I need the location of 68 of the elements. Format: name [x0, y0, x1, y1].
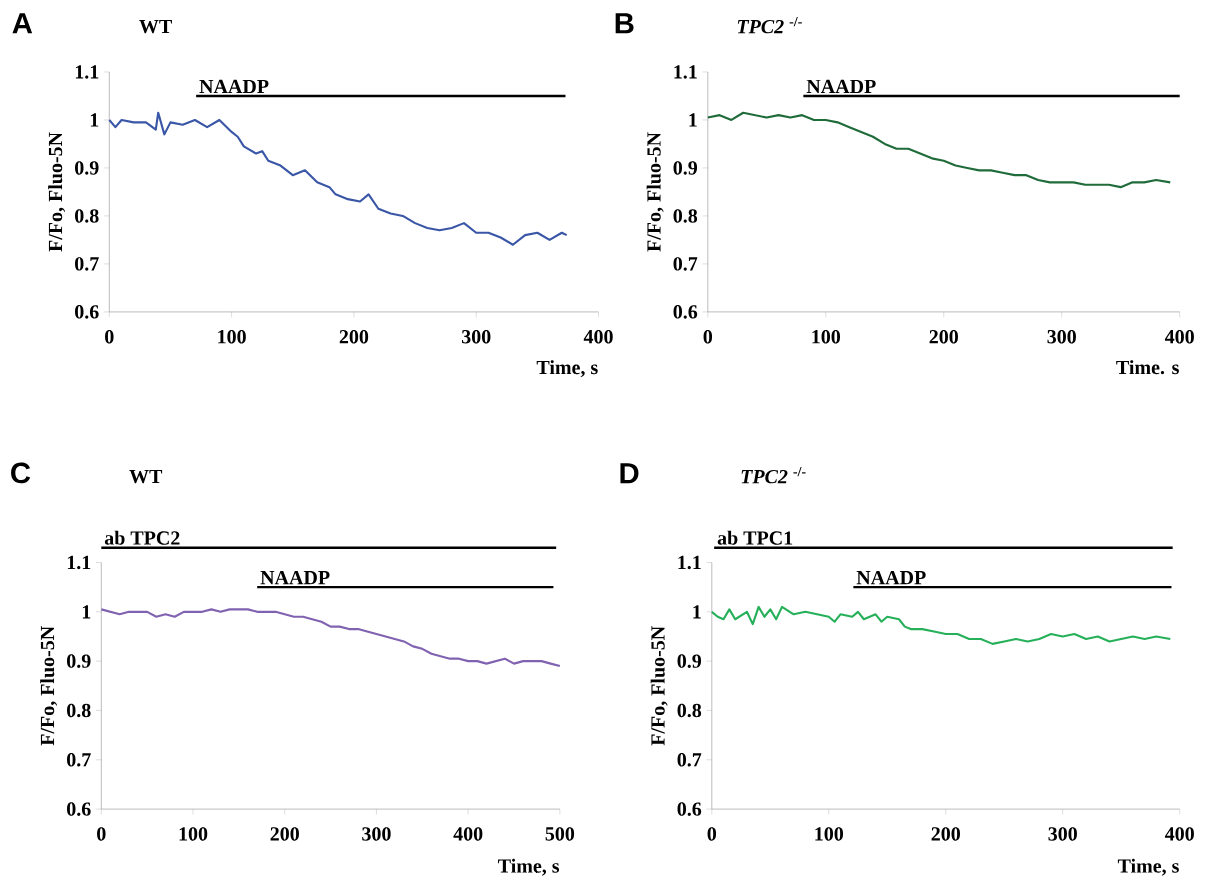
x-tick-label: 0 [105, 330, 114, 344]
y-tick-label: 0.9 [673, 161, 698, 175]
text: C [11, 462, 31, 484]
y-tick-label: 1 [90, 113, 99, 127]
y-axis-title: F/Fo, Fluo-5N [40, 626, 58, 746]
x-tick-label: 300 [1048, 827, 1077, 841]
x-axis-title: Time, s [498, 858, 560, 876]
x-tick-label: 400 [1164, 827, 1194, 841]
x-tick-label: 0 [707, 827, 717, 841]
x-tick-label: 100 [815, 827, 844, 841]
y-tick-label: 1 [689, 113, 697, 127]
x-tick-label: 100 [218, 330, 246, 344]
x-tick-label: 200 [339, 330, 369, 344]
x-axis-title: Time, s [536, 360, 598, 378]
y-tick-label: 0.6 [673, 305, 698, 319]
y-axis-title: F/Fo, Fluo-5N [48, 132, 66, 252]
y-tick-label: 0.7 [67, 753, 91, 767]
annotation: NAADP [856, 571, 926, 585]
y-tick-label: 0.6 [67, 802, 91, 817]
y-tick-label: 0.9 [75, 161, 99, 175]
text: ab TPC1 [717, 530, 793, 545]
chart-title: WT [129, 470, 163, 484]
y-tick-label: 1.1 [678, 555, 701, 570]
x-tick-label: 100 [179, 827, 208, 841]
y-tick-label: 0.6 [75, 305, 99, 319]
y-tick-label: 1.1 [67, 555, 91, 570]
y-tick-label: 0.7 [75, 257, 99, 271]
y-tick-label: 0.7 [673, 257, 698, 271]
y-tick-label: 0.8 [75, 209, 99, 223]
line-series [108, 111, 568, 246]
text: B [615, 13, 634, 34]
x-tick-label: 200 [929, 330, 958, 344]
y-tick-label: 0.6 [677, 802, 702, 817]
annotation: NAADP [199, 79, 269, 94]
y-tick-label: 0.7 [677, 753, 702, 767]
y-tick-label: 1 [693, 605, 701, 619]
y-tick-label: 1 [82, 605, 91, 619]
x-tick-label: 200 [270, 827, 299, 841]
y-tick-label: 0.9 [67, 654, 91, 669]
chart-title: TPC2 $^{-/-}$ [741, 467, 806, 484]
y-tick-label: 1.1 [75, 65, 99, 79]
text: A [12, 13, 33, 34]
y-tick-label: 0.8 [67, 703, 91, 718]
y-tick-label: 0.8 [673, 209, 698, 223]
x-axis-title: Time. s [1116, 360, 1179, 375]
y-axis-title: F/Fo, Fluo-5N [646, 132, 664, 252]
annotation: NAADP [260, 571, 330, 585]
text: D [620, 463, 639, 484]
chart-title: TPC2 $^{-/-}$ [737, 17, 802, 34]
x-tick-label: 0 [703, 330, 713, 344]
x-tick-label: 300 [1047, 330, 1076, 344]
x-tick-label: 300 [461, 330, 491, 344]
chart-title: WT [139, 20, 172, 34]
y-axis-title: F/Fo, Fluo-5N [650, 626, 668, 746]
x-tick-label: 100 [812, 330, 841, 344]
y-tick-label: 0.9 [677, 654, 702, 669]
x-tick-label: 0 [97, 827, 106, 841]
x-tick-label: 300 [362, 827, 391, 841]
y-tick-label: 1.1 [674, 65, 697, 79]
y-tick-label: 0.8 [677, 703, 702, 718]
x-tick-label: 200 [931, 827, 960, 841]
x-tick-label: 400 [1164, 330, 1194, 344]
x-tick-label: 400 [583, 330, 613, 344]
x-tick-label: 500 [545, 827, 575, 841]
annotation: NAADP [806, 79, 876, 94]
x-tick-label: 400 [453, 827, 483, 841]
text: ab TPC2 [104, 530, 180, 545]
x-axis-title: Time, s [1117, 858, 1179, 876]
